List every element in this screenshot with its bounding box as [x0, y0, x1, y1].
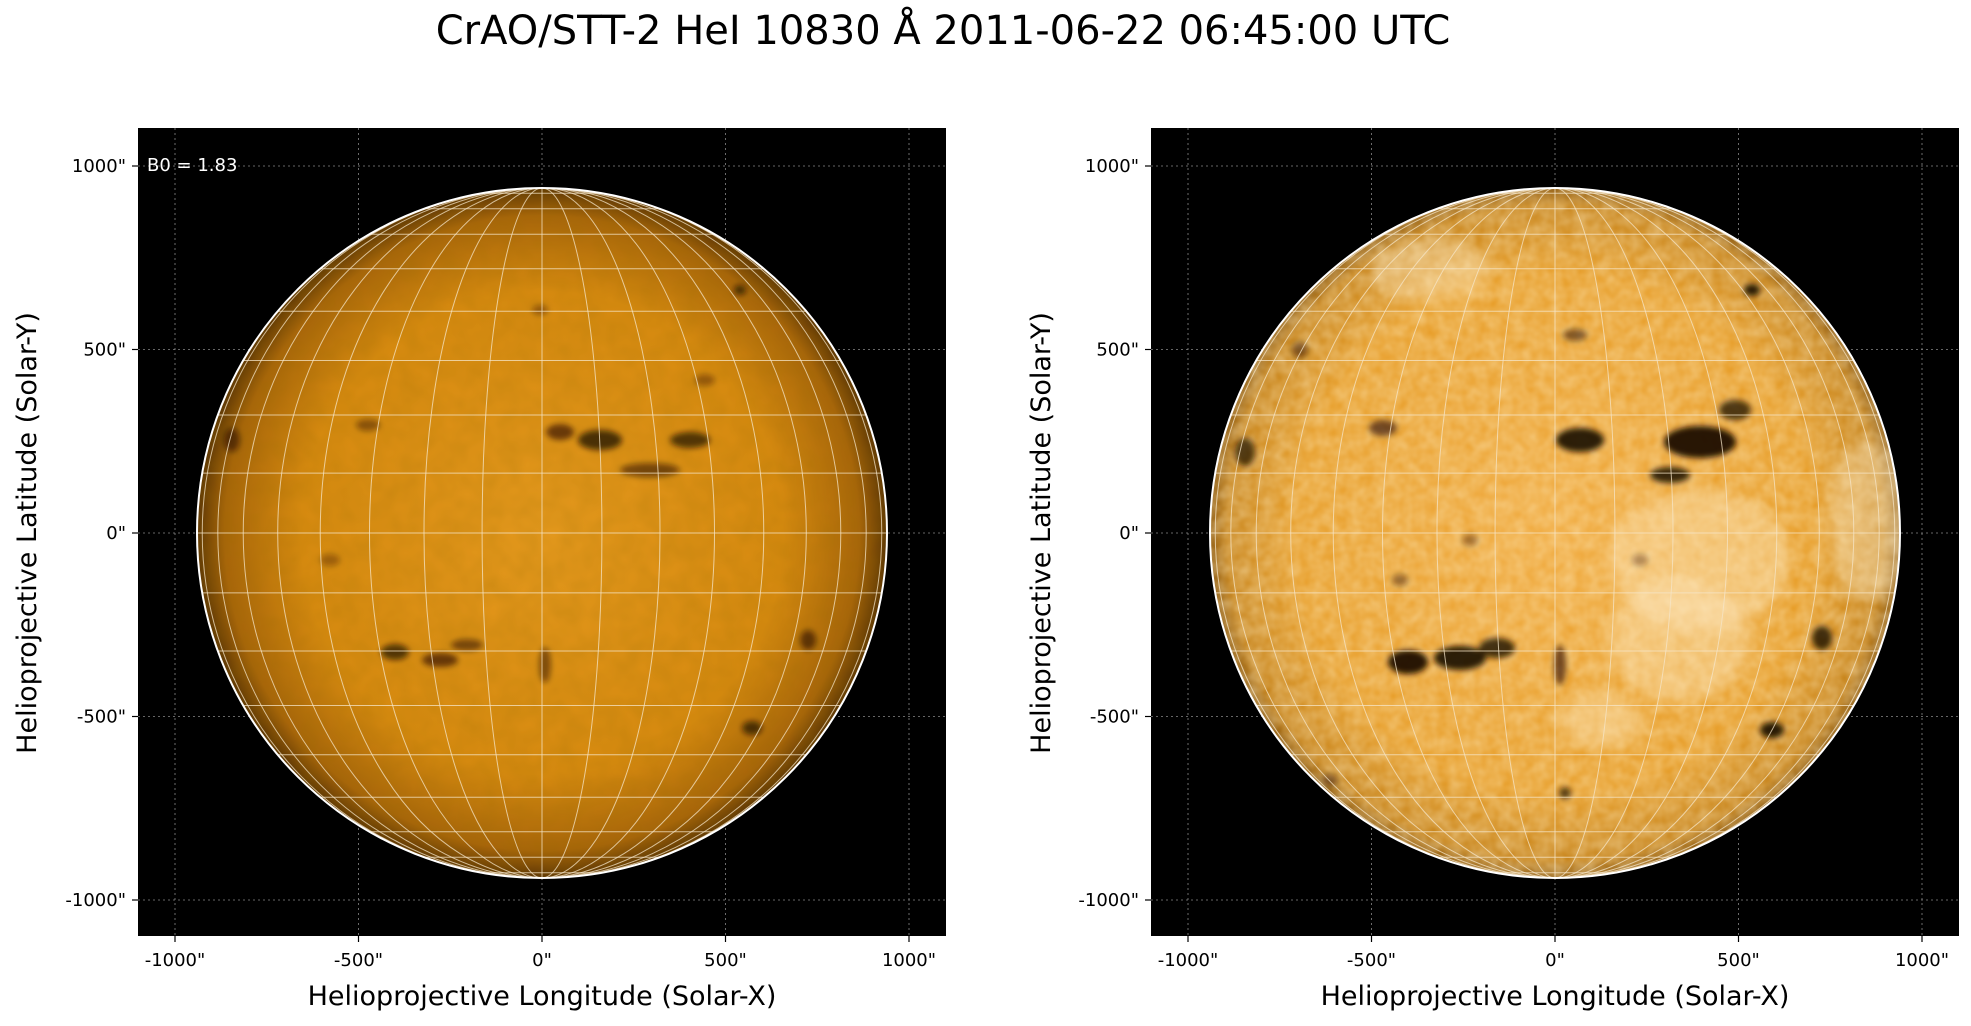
dark-feature	[695, 374, 715, 386]
y-tick-label: -500"	[77, 707, 126, 728]
dark-feature	[670, 432, 710, 448]
x-tick-label: -1000"	[1158, 950, 1219, 971]
x-tick-label: 500"	[1717, 950, 1760, 971]
y-tick-label: 0"	[106, 523, 126, 544]
dark-feature	[539, 647, 551, 683]
bright-region	[1560, 695, 1640, 745]
x-tick-label: 1000"	[1895, 950, 1949, 971]
dark-feature	[1719, 400, 1751, 420]
dark-feature	[1664, 426, 1736, 458]
left-solar-disk	[196, 187, 888, 879]
y-tick-label: 1000"	[1085, 156, 1139, 177]
y-tick-label: 1000"	[72, 156, 126, 177]
x-tick-label: 0"	[532, 950, 552, 971]
x-tick-label: 500"	[704, 950, 747, 971]
dark-feature	[1392, 574, 1408, 586]
dark-feature	[1388, 650, 1428, 674]
dark-feature	[734, 285, 746, 295]
right-y-axis-label: Helioprojective Latitude (Solar-Y)	[1026, 312, 1057, 754]
dark-feature	[1744, 284, 1760, 296]
x-tick-label: -500"	[334, 950, 383, 971]
dark-feature	[381, 644, 409, 660]
x-tick-label: 1000"	[882, 950, 936, 971]
y-tick-label: 0"	[1119, 523, 1139, 544]
dark-feature	[1369, 420, 1397, 436]
x-tick-label: -1000"	[145, 950, 206, 971]
y-tick-label: -1000"	[65, 890, 126, 911]
dark-feature	[620, 463, 680, 477]
x-tick-label: -500"	[1347, 950, 1396, 971]
bright-region	[1370, 240, 1490, 300]
left-tick-labels: -1000" -500" 0" 500" 1000" -1000" -500" 0" 500" 1…	[65, 156, 936, 971]
bright-region	[1610, 580, 1750, 700]
dark-feature	[1559, 787, 1571, 799]
dark-feature	[1462, 534, 1478, 546]
right-tick-labels: -1000" -500" 0" 500" 1000" -1000" -500" 0" 500" 1…	[1078, 156, 1949, 971]
y-tick-label: -500"	[1090, 707, 1139, 728]
left-b0-annotation: B0 = 1.83	[147, 155, 237, 176]
x-tick-label: 0"	[1545, 950, 1565, 971]
dark-feature	[742, 721, 762, 735]
dark-feature	[1650, 467, 1690, 483]
dark-feature	[1235, 438, 1255, 466]
y-tick-label: 500"	[83, 340, 126, 361]
left-limb-outline	[196, 187, 888, 879]
dark-feature	[356, 419, 380, 431]
dark-feature	[320, 554, 340, 566]
y-tick-label: -1000"	[1078, 890, 1139, 911]
dark-feature	[546, 424, 574, 440]
right-limb-outline	[1209, 187, 1901, 879]
dark-feature	[532, 305, 548, 315]
left-y-axis-label: Helioprojective Latitude (Solar-Y)	[12, 312, 43, 754]
dark-feature	[422, 653, 458, 667]
dark-feature	[800, 630, 816, 650]
dark-feature	[1556, 428, 1604, 452]
dark-feature	[1812, 626, 1832, 650]
dark-feature	[1292, 342, 1308, 358]
right-x-axis-label: Helioprojective Longitude (Solar-X)	[1321, 981, 1790, 1012]
left-x-axis-label: Helioprojective Longitude (Solar-X)	[308, 981, 777, 1012]
dark-feature	[1554, 645, 1566, 685]
dark-feature	[1434, 646, 1486, 670]
right-solar-disk	[1209, 187, 1901, 879]
dark-feature	[1632, 554, 1648, 566]
dark-feature	[451, 639, 483, 651]
figure-title: CrAO/STT-2 HeI 10830 Å 2011-06-22 06:45:…	[435, 8, 1451, 54]
dark-feature	[1479, 638, 1515, 658]
dark-feature	[1563, 329, 1587, 341]
y-tick-label: 500"	[1096, 340, 1139, 361]
